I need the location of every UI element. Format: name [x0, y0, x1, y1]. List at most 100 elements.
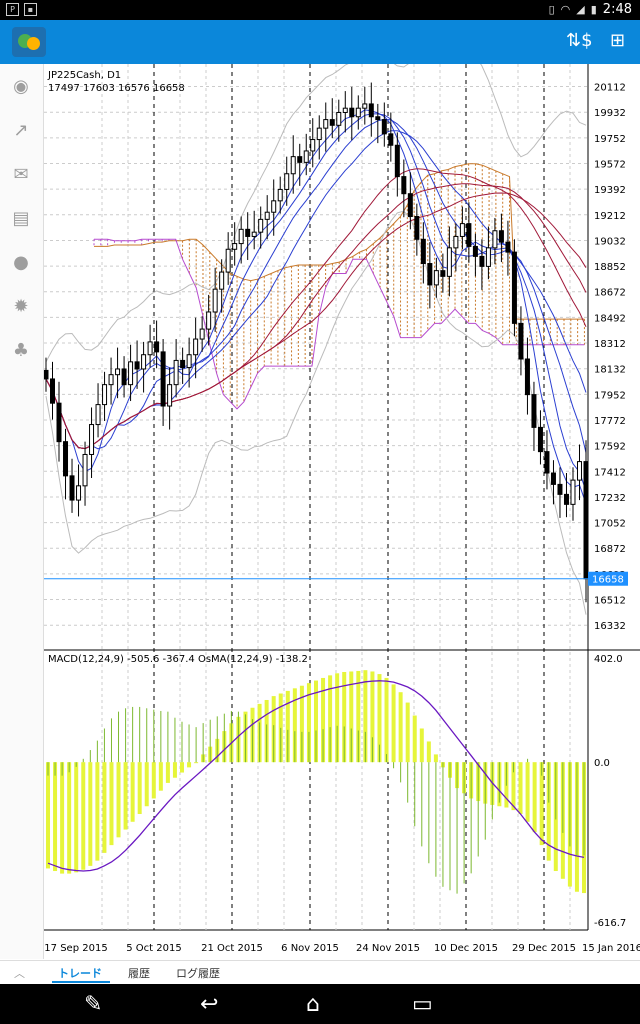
macd-tick-label: -616.7 — [594, 918, 626, 929]
candle-body — [186, 354, 192, 369]
bottom-tabs: ︿ トレード 履歴 ログ履歴 — [0, 960, 640, 985]
candle-body — [570, 479, 576, 505]
signal-icon: ◢ — [576, 3, 585, 16]
candle-body — [394, 144, 400, 178]
candle-body — [505, 241, 511, 253]
candle-body — [199, 328, 205, 340]
macd-histogram-bar — [391, 684, 396, 763]
candle-body — [154, 341, 160, 353]
ohlc-label: 17497 17603 16576 16658 — [48, 83, 185, 94]
price-tick-label: 16512 — [594, 596, 626, 607]
candle-body — [511, 251, 517, 324]
macd-histogram-bar — [158, 762, 163, 791]
macd-histogram-bar — [419, 728, 424, 763]
macd-histogram-bar — [172, 762, 177, 778]
tab-log-history[interactable]: ログ履歴 — [176, 967, 220, 980]
date-tick-label: 24 Nov 2015 — [356, 943, 420, 954]
back-icon[interactable]: ↩ — [200, 992, 219, 1017]
candle-body — [212, 288, 218, 313]
macd-histogram-bar — [377, 674, 382, 763]
candle-body — [251, 231, 257, 237]
symbol-dollar-icon[interactable]: ⇅$ — [566, 30, 593, 51]
community-icon[interactable]: ♣ — [12, 340, 30, 361]
moving-average-blue — [45, 130, 587, 450]
moving-average-blue — [45, 118, 587, 453]
system-nav-bar: ✎ ↩ ⌂ ▭ — [0, 984, 640, 1024]
candle-body — [492, 230, 498, 249]
candle-body — [557, 483, 563, 495]
candle-body — [50, 378, 56, 404]
tab-history[interactable]: 履歴 — [128, 967, 150, 980]
macd-histogram-bar — [74, 762, 79, 873]
candle-body — [141, 354, 147, 370]
macd-histogram-bar — [165, 762, 170, 783]
candle-body — [531, 394, 537, 428]
candle-body — [329, 119, 335, 126]
edit-icon[interactable]: ✎ — [84, 992, 103, 1017]
new-order-icon[interactable]: ⊞ — [610, 30, 626, 51]
price-tick-label: 16872 — [594, 544, 626, 555]
candle-body — [459, 223, 465, 237]
price-tick-label: 17592 — [594, 442, 626, 453]
candle-body — [576, 461, 582, 481]
macd-histogram-bar — [144, 762, 149, 807]
candle-body — [583, 461, 589, 580]
price-tick-label: 20112 — [594, 83, 626, 94]
candle-body — [342, 107, 348, 113]
macd-histogram-bar — [321, 677, 326, 763]
home-icon[interactable]: ⌂ — [306, 992, 320, 1017]
active-tab-indicator — [52, 981, 110, 983]
macd-histogram-bar — [349, 671, 354, 763]
recent-apps-icon[interactable]: ▭ — [412, 992, 433, 1017]
tab-trade[interactable]: トレード — [58, 967, 102, 980]
candle-body — [349, 107, 355, 118]
candle-body — [102, 384, 108, 406]
price-chart[interactable]: 20112 19932 19752 19572 19392 19212 19032 18852… — [43, 21, 640, 960]
price-tick-label: 18312 — [594, 339, 626, 350]
price-tick-label: 19752 — [594, 134, 626, 145]
candle-body — [433, 270, 439, 286]
status-bar: P ▪ ▯ ◠ ◢ ▮ 2:48 — [0, 0, 640, 20]
macd-histogram-bar — [116, 762, 121, 838]
chart-area[interactable]: 20112 19932 19752 19572 19392 19212 19032 18852… — [43, 21, 640, 960]
candle-body — [160, 351, 166, 407]
candle-body — [550, 472, 556, 485]
price-tick-label: 17232 — [594, 493, 626, 504]
price-tick-label: 19032 — [594, 236, 626, 247]
app-logo-icon[interactable] — [12, 27, 46, 57]
price-tick-label: 18492 — [594, 313, 626, 324]
candle-body — [297, 156, 303, 163]
current-price-label: 16658 — [592, 575, 624, 586]
collapse-icon[interactable]: ︿ — [14, 967, 25, 980]
candle-body — [63, 441, 69, 477]
news-icon[interactable]: ▤ — [12, 208, 30, 229]
price-tick-label: 19572 — [594, 159, 626, 170]
macd-histogram-bar — [363, 670, 368, 763]
candle-body — [238, 228, 244, 245]
candle-body — [206, 311, 212, 330]
price-tick-label: 19392 — [594, 185, 626, 196]
macd-histogram-bar — [151, 762, 156, 799]
macd-histogram-bar — [433, 754, 438, 763]
candle-body — [375, 116, 381, 121]
trade-arrow-icon[interactable]: ↗ — [13, 120, 29, 141]
macd-histogram-bar — [60, 762, 65, 874]
macd-histogram-bar — [123, 762, 128, 830]
candle-body — [537, 426, 543, 453]
moving-average-blue — [45, 109, 587, 504]
account-icon[interactable]: ◉ — [13, 76, 29, 97]
date-tick-label: 10 Dec 2015 — [434, 943, 498, 954]
chat-icon[interactable]: ● — [13, 252, 29, 273]
mail-icon[interactable]: ✉ — [13, 164, 29, 185]
date-tick-label: 6 Nov 2015 — [281, 943, 339, 954]
macd-histogram-bar — [370, 671, 375, 763]
candle-body — [95, 404, 101, 426]
settings-icon[interactable]: ✹ — [13, 296, 29, 317]
macd-histogram-bar — [539, 762, 544, 846]
macd-histogram-bar — [67, 762, 72, 874]
bollinger-lower — [45, 210, 587, 615]
candle-body — [388, 133, 394, 146]
candle-body — [277, 188, 283, 202]
macd-histogram-bar — [53, 762, 58, 872]
photo-icon: ▪ — [24, 3, 37, 16]
